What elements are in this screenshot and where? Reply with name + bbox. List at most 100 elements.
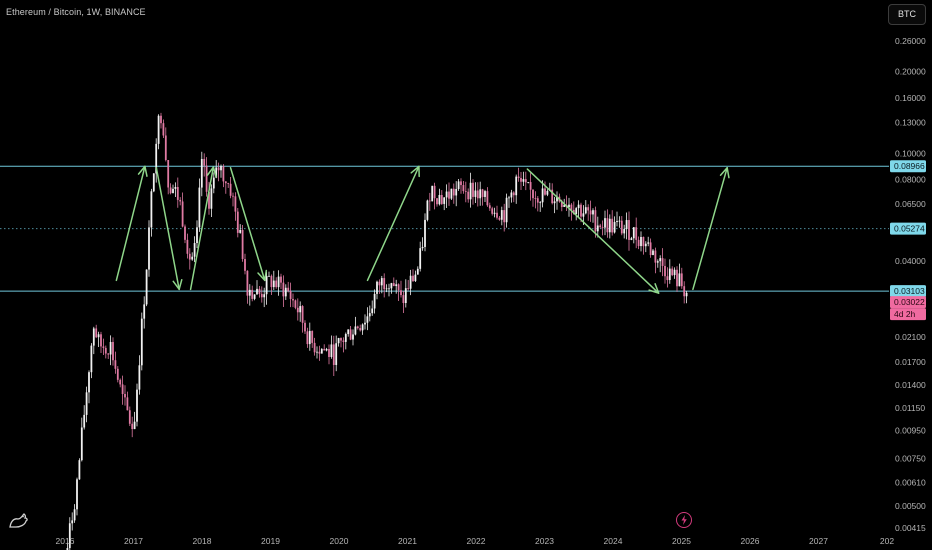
- candle-body: [524, 179, 527, 183]
- candle-body: [652, 250, 654, 255]
- trend-arrow-head: [172, 278, 183, 291]
- candle-body: [155, 143, 158, 174]
- candle-body: [450, 188, 453, 199]
- candle-body: [208, 191, 210, 209]
- candle-body: [181, 201, 184, 227]
- candle-body: [395, 284, 398, 287]
- candle-body: [306, 331, 309, 345]
- candle-body: [620, 220, 623, 234]
- candle-body: [500, 210, 503, 220]
- candle-body: [109, 341, 112, 355]
- candle-body: [263, 294, 266, 298]
- y-tick-label: 0.00750: [895, 453, 926, 463]
- candle-body: [575, 208, 578, 214]
- candle-body: [152, 173, 155, 192]
- trend-arrow-head: [410, 165, 420, 178]
- candle-body: [272, 280, 275, 288]
- trend-arrow-head: [257, 269, 268, 282]
- candle-body: [140, 318, 143, 366]
- candle-body: [673, 269, 676, 276]
- candle-body: [95, 328, 98, 338]
- x-tick-label: 202: [880, 536, 894, 546]
- candle-body: [124, 393, 126, 398]
- candle-body: [385, 288, 388, 290]
- candle-body: [342, 340, 345, 342]
- candle-body: [438, 194, 441, 205]
- candle-body: [313, 342, 316, 353]
- current-price-tag-text: 0.03022: [894, 297, 925, 307]
- candle-body: [541, 188, 544, 203]
- candle-body: [676, 269, 678, 287]
- current-price-tag: 0.03022: [890, 296, 926, 309]
- candle-body: [661, 258, 664, 266]
- candle-body: [628, 220, 630, 240]
- candle-body: [304, 322, 306, 332]
- trend-arrow-shaft: [526, 168, 660, 294]
- candle-body: [196, 227, 198, 244]
- y-tick-label: 0.16000: [895, 93, 926, 103]
- candle-body: [366, 316, 369, 323]
- candle-body: [90, 345, 93, 373]
- candle-body: [378, 281, 381, 286]
- trend-arrow: [189, 166, 217, 291]
- candle-body: [203, 158, 206, 166]
- candle-body: [436, 198, 438, 205]
- candle-body: [148, 227, 150, 270]
- level-tag-text: 0.05274: [894, 224, 925, 234]
- tradingview-logo-icon[interactable]: [8, 510, 30, 530]
- candle-body: [455, 188, 458, 196]
- lightning-icon[interactable]: [676, 512, 692, 528]
- y-tick-label: 0.08000: [895, 175, 926, 185]
- candle-body: [284, 287, 287, 297]
- current-price-tag-bg: [890, 296, 926, 309]
- candle-body: [479, 189, 482, 199]
- candle-body: [520, 177, 522, 182]
- candle-body: [210, 188, 213, 209]
- x-tick-label: 2021: [398, 536, 417, 546]
- candle-body: [232, 195, 234, 197]
- candle-body: [176, 187, 179, 200]
- level-tag: 0.03103: [890, 285, 926, 298]
- time-axis[interactable]: 2016 2017 2018 2019 2020 2021 2022 2023 2024 2025…: [56, 536, 895, 546]
- candle-body: [193, 243, 196, 257]
- candle-body: [174, 187, 177, 189]
- candle-body: [198, 187, 201, 228]
- candle-body: [97, 334, 100, 338]
- candle-body: [107, 353, 110, 355]
- candle-body: [659, 258, 662, 262]
- candle-body: [66, 548, 69, 550]
- candle-body: [649, 242, 652, 255]
- trend-arrow: [366, 165, 420, 282]
- candle-body: [532, 189, 534, 199]
- x-tick-label: 2023: [535, 536, 554, 546]
- candle-body: [606, 218, 609, 233]
- candle-body: [448, 191, 450, 199]
- candle-body: [515, 176, 518, 196]
- x-tick-label: 2018: [193, 536, 212, 546]
- trend-arrow: [155, 166, 183, 291]
- trend-arrow-head: [719, 166, 730, 179]
- candle-body: [354, 326, 357, 335]
- candle-body: [229, 183, 232, 196]
- y-tick-label: 0.00950: [895, 425, 926, 435]
- candle-body: [556, 196, 558, 202]
- candle-body: [424, 219, 426, 247]
- candle-body: [76, 479, 78, 510]
- quote-currency-button[interactable]: BTC: [888, 4, 926, 25]
- candle-body: [217, 167, 220, 171]
- candle-body: [419, 248, 422, 269]
- candle-body: [582, 213, 585, 217]
- candle-body: [162, 123, 165, 136]
- candle-body: [613, 221, 616, 233]
- candle-body: [630, 238, 633, 240]
- candle-body: [546, 190, 549, 195]
- y-tick-label: 0.01700: [895, 357, 926, 367]
- candle-body: [563, 204, 566, 207]
- candle-body: [493, 212, 496, 214]
- candle-body: [92, 328, 95, 346]
- countdown-tag-bg: [890, 308, 926, 321]
- candle-body: [246, 270, 249, 296]
- price-axis[interactable]: 0.26000 0.20000 0.16000 0.13000 0.10000 0.080…: [895, 36, 926, 533]
- candle-body: [472, 182, 474, 197]
